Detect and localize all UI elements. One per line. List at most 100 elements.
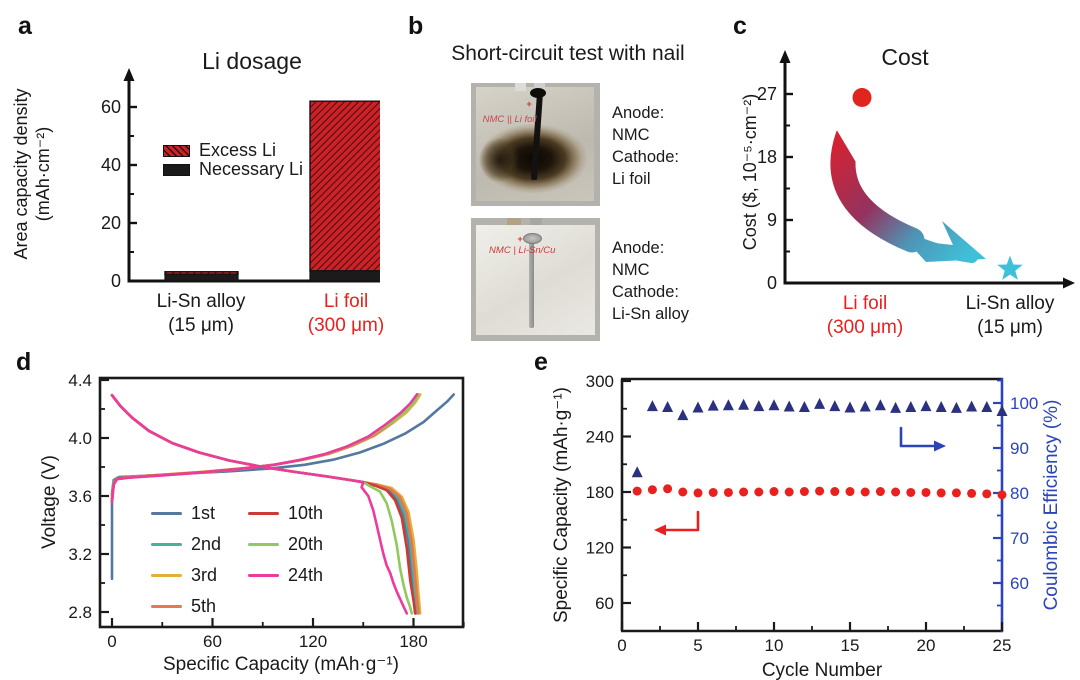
svg-text:180: 180 (399, 632, 427, 651)
svg-text:20: 20 (917, 636, 936, 655)
panel-a-legend: Excess Li Necessary Li (163, 140, 303, 179)
legend-line-swatch (151, 542, 182, 547)
legend-item-excess-li: Excess Li (163, 140, 303, 160)
svg-text:60: 60 (203, 632, 222, 651)
svg-text:120: 120 (586, 539, 614, 558)
svg-text:25: 25 (993, 636, 1012, 655)
panel-c: Cost Cost ($, 10⁻⁵·cm⁻²) 0 9 18 27 Li foil … (720, 0, 1080, 350)
excess-li-swatch (163, 144, 190, 157)
plus-mark: + (526, 98, 532, 109)
svg-text:0: 0 (111, 271, 121, 291)
svg-text:18: 18 (757, 147, 777, 167)
legend-line-swatch (248, 542, 279, 547)
svg-text:27: 27 (757, 84, 777, 104)
burn-mark (473, 132, 526, 188)
svg-text:90: 90 (1010, 439, 1029, 458)
burnt-cell-caption: Anode: NMC Cathode: Li foil (612, 104, 679, 188)
legend-label: 2nd (191, 534, 222, 554)
necessary-li-swatch (163, 163, 190, 176)
cell-tab (514, 83, 526, 91)
burnt-pouch-photo: + NMC || Li foil (471, 83, 600, 206)
svg-text:100: 100 (1010, 394, 1038, 413)
legend-item-5th: 5th (151, 596, 248, 616)
legend-line-swatch (151, 573, 182, 578)
svg-text:4.4: 4.4 (68, 371, 92, 390)
li-dosage-bar-chart: 0 20 40 60 (101, 68, 380, 291)
panel-e-letter: e (534, 348, 548, 376)
legend-item-2nd: 2nd (151, 534, 248, 554)
svg-text:0: 0 (617, 636, 626, 655)
panel-a-letter: a (18, 12, 32, 40)
cycle-legend-column: 10th 20th 24th (248, 503, 345, 616)
cycle-legend-column: 1st 2nd 3rd 5th (151, 503, 248, 616)
cell-tab (530, 218, 543, 228)
handwritten-cell-label: NMC || Li foil (482, 113, 537, 125)
cost-scatter-chart: 0 9 18 27 (757, 50, 1075, 293)
legend-line-swatch (248, 573, 279, 578)
panel-c-letter: c (733, 12, 747, 40)
svg-text:70: 70 (1010, 529, 1029, 548)
category-li-sn-alloy: Li-Sn alloy (15 μm) (965, 293, 1055, 338)
legend-line-swatch (151, 604, 182, 609)
svg-text:180: 180 (586, 483, 614, 502)
svg-text:3.2: 3.2 (68, 545, 92, 564)
legend-item-3rd: 3rd (151, 565, 248, 585)
svg-text:0: 0 (767, 273, 777, 293)
svg-text:15: 15 (841, 636, 860, 655)
svg-text:80: 80 (1010, 484, 1029, 503)
legend-line-swatch (151, 511, 182, 516)
intact-pouch-photo: + NMC | Li-Sn/Cu (471, 218, 600, 341)
svg-text:3.6: 3.6 (68, 487, 92, 506)
legend-label: 3rd (191, 565, 218, 585)
nail-head (530, 87, 547, 98)
cycle-legend: 1st 2nd 3rd 5th 10th 20th 24th (151, 503, 345, 616)
legend-label: 20th (288, 534, 324, 554)
svg-text:10: 10 (765, 636, 784, 655)
svg-text:4.0: 4.0 (68, 429, 92, 448)
svg-text:9: 9 (767, 210, 777, 230)
legend-item-1st: 1st (151, 503, 248, 523)
panel-d-letter: d (16, 348, 32, 376)
panel-c-title: Cost (881, 44, 929, 70)
legend-label: 10th (288, 503, 324, 523)
svg-text:5: 5 (693, 636, 702, 655)
panel-a-title: Li dosage (202, 48, 302, 74)
legend-label: 1st (191, 503, 216, 523)
svg-text:2.8: 2.8 (68, 603, 92, 622)
category-li-foil: Li foil (300 μm) (307, 291, 385, 336)
cell-tab (534, 83, 546, 91)
svg-text:0: 0 (107, 632, 116, 651)
svg-text:40: 40 (101, 155, 121, 175)
panel-b: Short-circuit test with nail + NMC || Li… (380, 0, 720, 350)
svg-text:60: 60 (595, 594, 614, 613)
cycling-performance-chart: 0 5 10 15 20 25 60 120 180 240 300 60 70 80 90 100 (586, 372, 1039, 655)
svg-text:60: 60 (101, 97, 121, 117)
panel-e-x-axis-label: Cycle Number (761, 660, 883, 680)
svg-text:120: 120 (299, 632, 327, 651)
legend-item-20th: 20th (248, 534, 345, 554)
svg-text:300: 300 (586, 372, 614, 391)
panel-a: Li dosage Area capacity density (mAh·cm⁻… (0, 0, 384, 350)
panel-b-letter: b (408, 12, 424, 40)
legend-item-24th: 24th (248, 565, 345, 585)
svg-text:20: 20 (101, 213, 121, 233)
legend-item-10th: 10th (248, 503, 345, 523)
nail-head (522, 232, 542, 244)
plus-mark: + (517, 233, 523, 244)
category-li-foil: Li foil (300 μm) (826, 293, 904, 338)
panel-d-x-axis-label: Specific Capacity (mAh·g⁻¹) (163, 654, 399, 675)
voltage-capacity-line-chart: 0 60 120 180 2.8 3.2 3.6 4.0 4.4 (68, 371, 465, 651)
legend-label: 24th (288, 565, 324, 585)
cell-tab (507, 218, 522, 228)
intact-cell-caption: Anode: NMC Cathode: Li-Sn alloy (612, 239, 690, 323)
svg-text:60: 60 (1010, 574, 1029, 593)
panel-b-title: Short-circuit test with nail (451, 42, 685, 65)
legend-item-necessary-li: Necessary Li (163, 159, 303, 179)
panel-e: Specific Capacity (mAh·g⁻¹) Coulombic Ef… (540, 330, 1080, 680)
legend-label: 5th (191, 596, 217, 616)
panel-d: Voltage (V) 0 60 120 180 2.8 3.2 3.6 4.0 4.4 1st… (0, 330, 540, 680)
nail (529, 237, 535, 328)
handwritten-cell-label: NMC | Li-Sn/Cu (489, 245, 556, 257)
category-li-sn-alloy: Li-Sn alloy (15 μm) (156, 291, 246, 336)
